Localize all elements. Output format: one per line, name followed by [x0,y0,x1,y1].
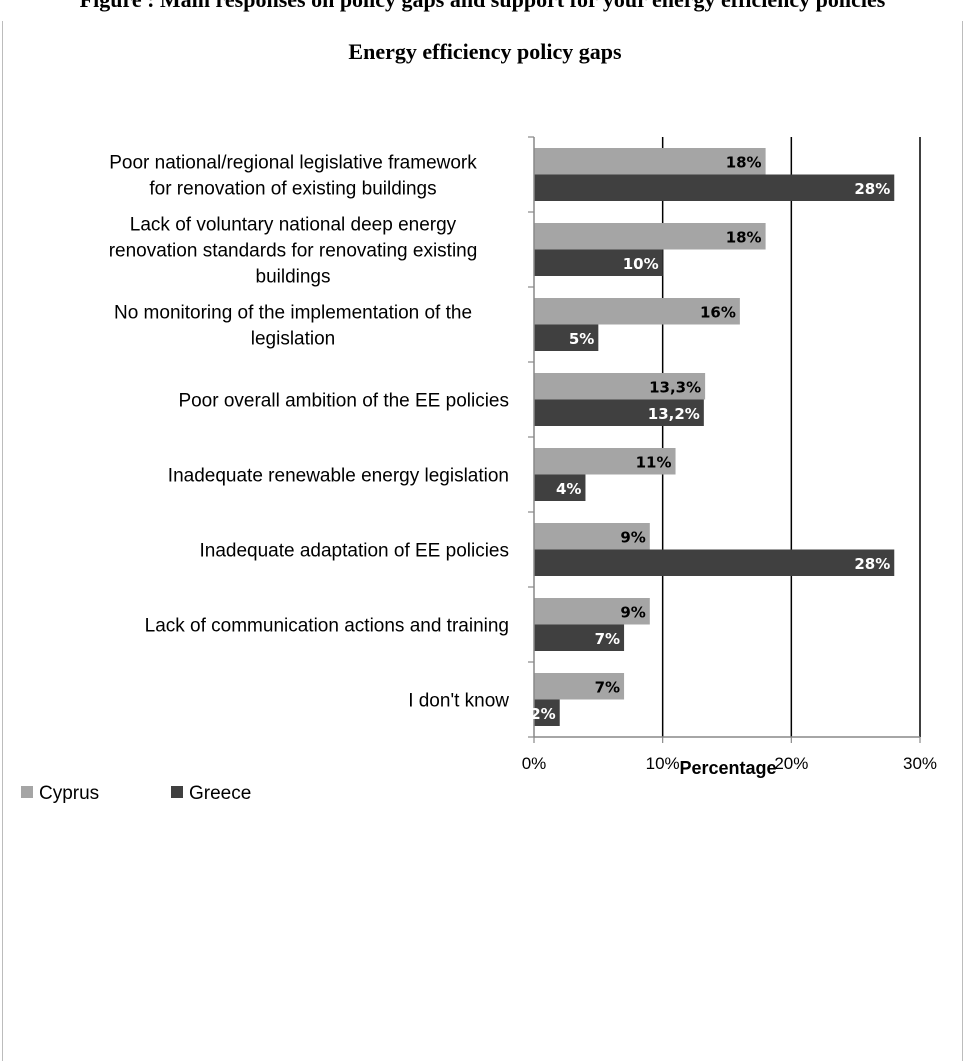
legend-swatch-cyprus [21,786,33,798]
bar-cyprus [534,373,706,400]
bar-cyprus [534,523,650,550]
data-label: 10% [623,255,659,273]
category-label: for renovation of existing buildings [149,179,436,200]
category-label: buildings [256,267,331,288]
legend-swatch-greece [171,786,183,798]
category-label: Inadequate renewable energy legislation [168,466,509,487]
data-label: 16% [700,303,736,321]
data-label: 7% [595,630,620,648]
axes [528,136,921,743]
category-label: Lack of voluntary national deep energy [130,215,457,236]
bar-greece [534,249,663,276]
bar-greece [534,174,895,201]
x-tick-label: 20% [774,754,808,773]
category-label: Inadequate adaptation of EE policies [199,541,509,562]
data-label: 9% [620,528,645,546]
chart-title: Energy efficiency policy gaps [348,39,622,64]
chart-container: Energy efficiency policy gaps 0% 10% 20% 30… [2,21,963,1061]
figure-caption: Figure : Main responses on policy gaps a… [0,0,965,21]
data-label: 11% [636,453,672,471]
data-label: 4% [556,480,581,498]
bar-cyprus [534,223,766,250]
data-label: 9% [620,603,645,621]
legend-label-cyprus: Cyprus [39,783,99,804]
data-label: 18% [726,153,762,171]
category-label: No monitoring of the implementation of t… [114,303,472,324]
x-tick-label: 10% [646,754,680,773]
data-label: 18% [726,228,762,246]
bar-greece [534,399,704,426]
bar-chart: Energy efficiency policy gaps 0% 10% 20% 30… [21,39,937,804]
category-label: renovation standards for renovating exis… [109,241,478,262]
data-label: 28% [854,180,890,198]
bar-cyprus [534,598,650,625]
bars [534,148,895,726]
category-label: Poor overall ambition of the EE policies [178,391,509,412]
x-tick-label: 0% [522,754,547,773]
x-axis-title: Percentage [679,758,776,778]
data-label: 28% [854,555,890,573]
bar-cyprus [534,448,676,475]
bar-greece [534,549,895,576]
category-label: Poor national/regional legislative frame… [109,153,477,174]
data-label: 5% [569,330,594,348]
data-label: 13,2% [648,405,700,423]
bar-cyprus [534,673,625,700]
data-label: 13,3% [649,378,701,396]
legend-label-greece: Greece [189,783,251,804]
bar-greece [534,324,599,351]
labels: 0% 10% 20% 30% 18% 28% Poor national/regional … [109,153,937,774]
x-tick-label: 30% [903,754,937,773]
data-label: 2% [530,705,555,723]
category-label: Lack of communication actions and traini… [145,616,509,637]
bar-cyprus [534,148,766,175]
category-label: legislation [251,329,336,350]
bar-greece [534,624,625,651]
category-label: I don't know [408,691,509,712]
bar-greece [534,699,560,726]
legend: Cyprus Greece [21,783,251,804]
bar-greece [534,474,586,501]
data-label: 7% [595,678,620,696]
bar-cyprus [534,298,740,325]
